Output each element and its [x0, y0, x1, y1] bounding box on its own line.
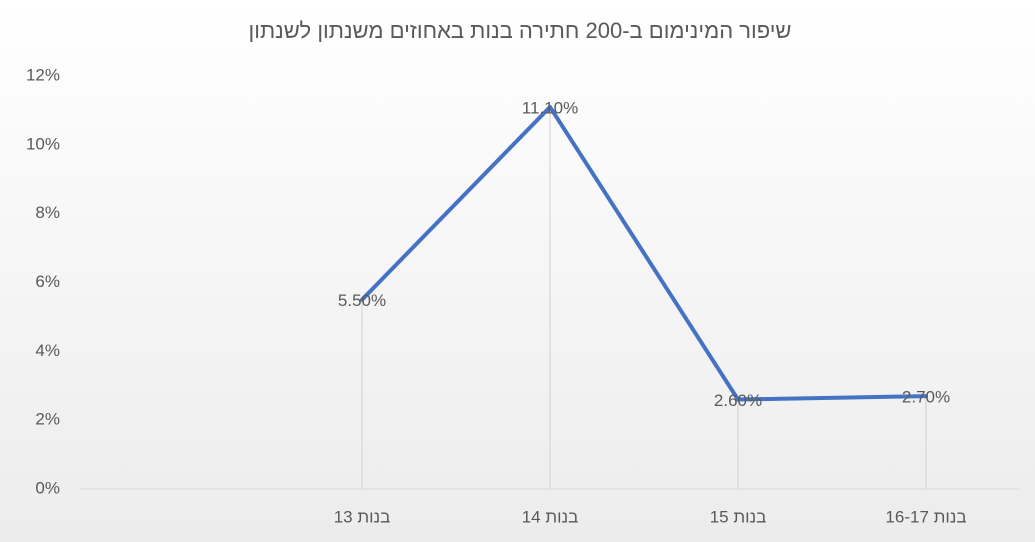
y-tick-label: 2%	[35, 410, 60, 429]
x-tick-label: בנות 15	[710, 507, 767, 526]
data-label: 5.50%	[338, 291, 386, 310]
data-label: 11.10%	[522, 98, 578, 117]
y-tick-label: 6%	[35, 272, 60, 291]
chart-title: שיפור המינימום ב-200 חתירה בנות באחוזים …	[249, 18, 792, 43]
y-tick-label: 4%	[35, 341, 60, 360]
data-label: 2.60%	[714, 391, 762, 410]
y-tick-label: 10%	[26, 134, 60, 153]
x-tick-label: בנות 14	[522, 507, 579, 526]
x-tick-label: בנות 16-17	[885, 507, 966, 526]
y-tick-label: 12%	[26, 65, 60, 84]
y-tick-label: 8%	[35, 203, 60, 222]
data-line	[360, 104, 928, 402]
data-label: 2.70%	[902, 388, 950, 407]
x-tick-label: בנות 13	[334, 507, 391, 526]
y-tick-label: 0%	[35, 478, 60, 497]
